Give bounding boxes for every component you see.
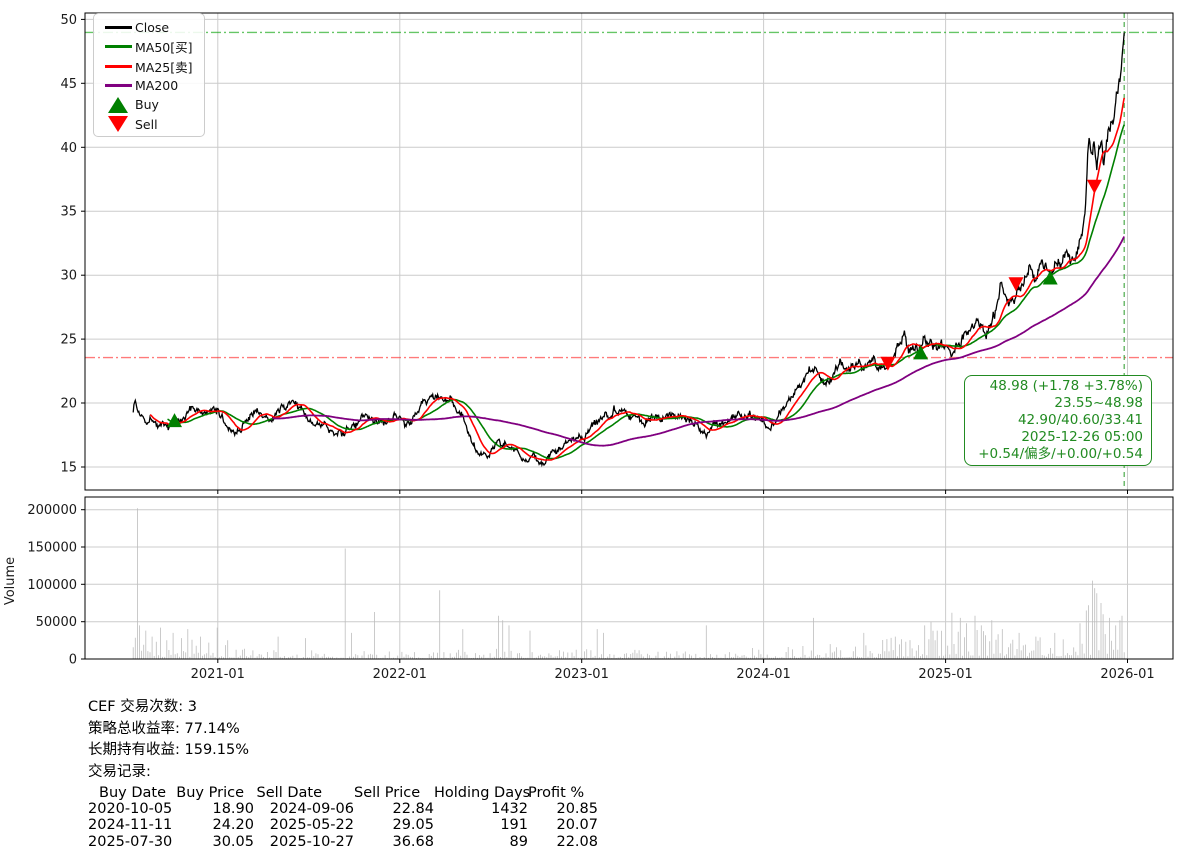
strategy-return: 策略总收益率: 77.14% xyxy=(88,720,240,737)
ma200-line xyxy=(272,236,1125,447)
cell-sell-price: 22.84 xyxy=(392,801,434,818)
sell-triangle-icon xyxy=(101,116,135,133)
price-tick-label: 20 xyxy=(60,397,77,412)
table-row: 2025-07-30 30.05 2025-10-27 36.68 89 22.… xyxy=(88,834,598,850)
sell-marker xyxy=(1008,277,1024,292)
date-tick-label: 2024-01 xyxy=(736,667,790,682)
cell-profit-pct: 20.07 xyxy=(556,817,598,834)
table-row: 2024-11-11 24.20 2025-05-22 29.05 191 20… xyxy=(88,817,598,833)
price-tick-label: 15 xyxy=(60,461,77,476)
cell-buy-date: 2025-07-30 xyxy=(88,833,173,850)
legend-item-ma50: MA50[买] xyxy=(101,37,204,56)
table-row: 2020-10-05 18.90 2024-09-06 22.84 1432 2… xyxy=(88,801,598,817)
price-tick-label: 30 xyxy=(60,269,77,284)
col-sell-date: Sell Date xyxy=(256,785,322,801)
date-tick-label: 2022-01 xyxy=(373,667,427,682)
volume-tick-label: 150000 xyxy=(27,541,77,556)
date-tick-label: 2023-01 xyxy=(555,667,609,682)
close-line-swatch xyxy=(101,26,135,30)
cell-sell-price: 29.05 xyxy=(392,817,434,834)
price-tick-label: 45 xyxy=(60,77,77,92)
close-line xyxy=(132,32,1125,468)
volume-axis-label: Volume xyxy=(3,557,18,605)
legend-label: Close xyxy=(135,20,170,36)
ma25-line xyxy=(149,97,1125,461)
col-holding-days: Holding Days xyxy=(434,785,531,801)
records-label: 交易记录: xyxy=(88,763,151,780)
cell-holding-days: 1432 xyxy=(491,801,528,818)
sell-marker xyxy=(880,356,896,371)
volume-bars xyxy=(132,508,1125,659)
cell-sell-date: 2025-10-27 xyxy=(269,833,354,850)
col-buy-price: Buy Price xyxy=(176,785,244,801)
price-tick-label: 25 xyxy=(60,333,77,348)
price-tick-label: 50 xyxy=(60,13,77,28)
buy-marker xyxy=(167,413,183,428)
volume-tick-label: 50000 xyxy=(36,615,77,630)
buy-triangle-icon xyxy=(101,96,135,113)
annotation-ma-line: 42.90/40.60/33.41 xyxy=(1017,412,1143,429)
sell-marker xyxy=(1086,179,1102,194)
legend-label: Sell xyxy=(135,116,158,132)
price-tick-label: 35 xyxy=(60,205,77,220)
trade-count: CEF 交易次数: 3 xyxy=(88,699,197,715)
cell-buy-price: 30.05 xyxy=(212,833,254,850)
ma25-line-swatch xyxy=(101,64,135,68)
hold-return: 长期持有收益: 159.15% xyxy=(88,742,250,758)
legend-item-ma200: MA200 xyxy=(101,76,204,95)
buy-marker xyxy=(1042,270,1058,285)
cell-profit-pct: 20.85 xyxy=(556,801,598,818)
date-tick-label: 2026-01 xyxy=(1100,667,1154,682)
annotation-price-line: 48.98 (+1.78 +3.78%) xyxy=(989,378,1143,394)
legend-label: Buy xyxy=(135,97,159,113)
legend-item-close: Close xyxy=(101,18,204,37)
table-header-row: Buy Date Buy Price Sell Date Sell Price … xyxy=(88,785,598,801)
ma200-line-swatch xyxy=(101,84,135,88)
legend-label: MA25[卖] xyxy=(135,59,193,75)
legend-item-sell: Sell xyxy=(101,114,204,133)
cell-holding-days: 191 xyxy=(500,817,528,834)
ma50-line-swatch xyxy=(101,45,135,49)
legend-item-buy: Buy xyxy=(101,95,204,114)
quote-annotation-box: 48.98 (+1.78 +3.78%) 23.55~48.98 42.90/4… xyxy=(964,375,1152,466)
chart-legend: Close MA50[买] MA25[卖] MA200 Buy Sell xyxy=(93,13,205,137)
cell-profit-pct: 22.08 xyxy=(556,833,598,850)
cell-buy-date: 2024-11-11 xyxy=(88,817,173,834)
legend-label: MA200 xyxy=(135,78,179,94)
col-buy-date: Buy Date xyxy=(99,785,166,801)
strategy-stats: CEF 交易次数: 3 策略总收益率: 77.14% 长期持有收益: 159.1… xyxy=(88,697,598,850)
volume-tick-label: 100000 xyxy=(27,578,77,593)
cell-holding-days: 89 xyxy=(509,833,528,850)
cell-sell-price: 36.68 xyxy=(392,833,434,850)
cell-buy-date: 2020-10-05 xyxy=(88,801,173,818)
volume-panel-border xyxy=(84,496,1174,660)
volume-tick-label: 0 xyxy=(69,653,77,668)
col-profit-pct: Profit % xyxy=(528,785,585,801)
trade-records-table: Buy Date Buy Price Sell Date Sell Price … xyxy=(88,785,598,850)
date-tick-label: 2021-01 xyxy=(191,667,245,682)
cell-buy-price: 18.90 xyxy=(212,801,254,818)
annotation-date-line: 2025-12-26 05:00 xyxy=(1021,429,1143,446)
legend-item-ma25: MA25[卖] xyxy=(101,57,204,76)
annotation-signal-line: +0.54/偏多/+0.00/+0.54 xyxy=(978,446,1143,463)
col-sell-price: Sell Price xyxy=(354,785,421,801)
cell-sell-date: 2024-09-06 xyxy=(269,801,354,818)
price-panel-border xyxy=(84,12,1174,491)
price-tick-label: 40 xyxy=(60,141,77,156)
legend-label: MA50[买] xyxy=(135,40,193,56)
buy-marker xyxy=(913,345,929,360)
annotation-range-line: 23.55~48.98 xyxy=(1054,395,1143,412)
volume-tick-label: 200000 xyxy=(27,503,77,518)
cell-sell-date: 2025-05-22 xyxy=(269,817,354,834)
date-tick-label: 2025-01 xyxy=(918,667,972,682)
cell-buy-price: 24.20 xyxy=(212,817,254,834)
